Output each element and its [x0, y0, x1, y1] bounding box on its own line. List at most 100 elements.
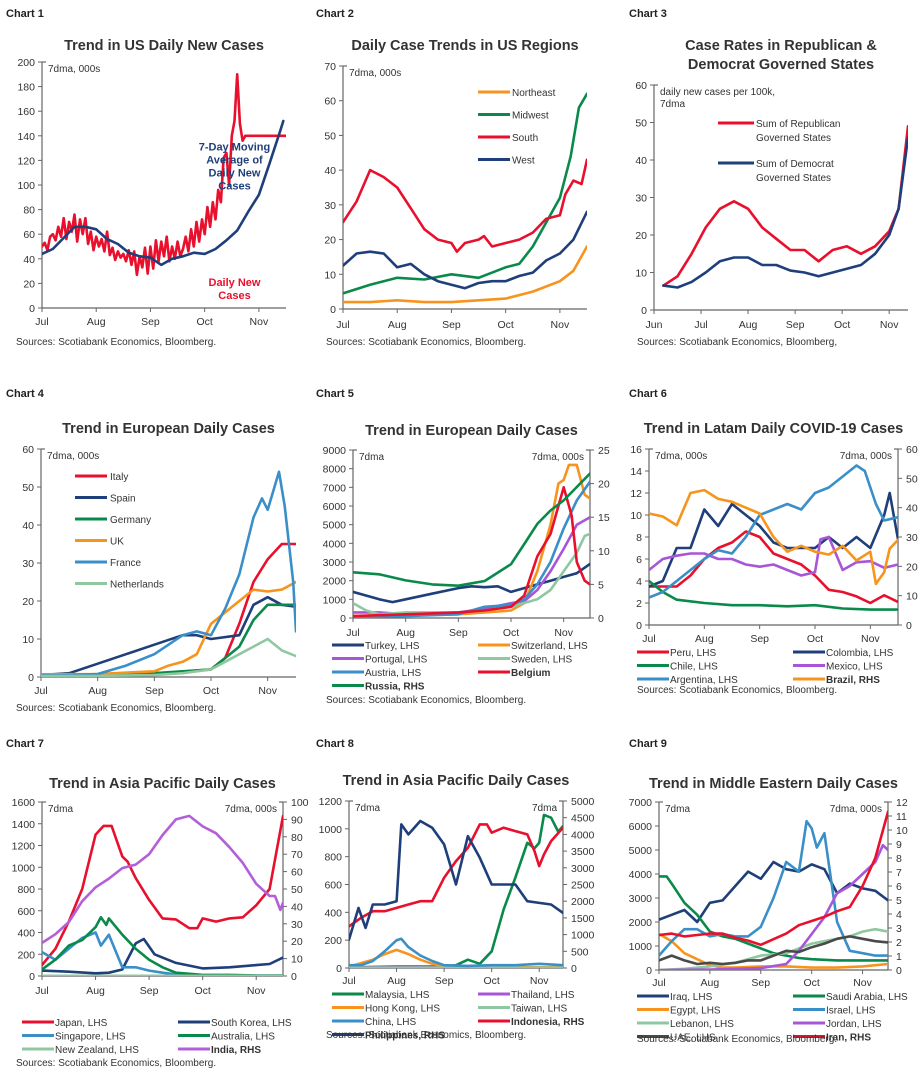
x-tick-label: Jul: [652, 977, 665, 989]
y-tick-label-left: 0: [641, 305, 647, 317]
x-tick-label: Jul: [694, 319, 707, 331]
y-tick-label-right: 15: [598, 512, 610, 524]
source-note: Sources: Scotiabank Economics, Bloomberg…: [326, 695, 526, 706]
series-line-saudi-arabia-lhs: [659, 875, 888, 962]
legend-label: Sum of Republican: [756, 119, 841, 130]
chart-panel-6: Chart 6 Trend in Latam Daily COVID-19 Cas…: [615, 380, 923, 720]
y-tick-label-right: 70: [291, 849, 303, 861]
y-tick-label-left: 1600: [12, 797, 36, 809]
x-tick-label: Jul: [35, 316, 48, 328]
chart-svg: Trend in European Daily Cases 0 10 20 30 40 50…: [16, 421, 296, 714]
y-tick-label-left: 6000: [323, 501, 347, 513]
chart-svg: Case Rates in Republican & Democrat Gover…: [635, 38, 908, 348]
legend-label: Midwest: [512, 111, 549, 122]
chart-label: Chart 3: [629, 8, 667, 20]
unit-label-left: 7dma: [48, 804, 73, 815]
y-tick-label-left: 30: [635, 193, 647, 205]
series-line-spain: [41, 595, 296, 677]
x-tick-label: Jun: [646, 319, 663, 331]
legend-label: Iraq, LHS: [670, 992, 713, 1003]
series-line-russia-rhs: [353, 472, 590, 587]
y-tick-label-left: 0: [636, 620, 642, 632]
y-tick-label-left: 0: [340, 613, 346, 625]
y-tick-label-left: 80: [23, 205, 35, 217]
y-tick-label-right: 20: [906, 561, 918, 573]
y-tick-label-left: 0: [29, 971, 35, 983]
series-annotation: Cases: [218, 181, 250, 193]
y-tick-label-left: 5000: [629, 845, 653, 857]
source-note: Sources: Scotiabank Economics, Bloomberg…: [326, 1030, 526, 1041]
y-tick-label-right: 0: [571, 963, 577, 975]
legend-label: Malaysia, LHS: [365, 990, 430, 1001]
unit-label-left: 7dma, 000s: [655, 451, 707, 462]
x-tick-label: Sep: [442, 319, 461, 331]
x-tick-label: Nov: [250, 316, 269, 328]
chart-title: Case Rates in Republican &: [685, 38, 877, 54]
legend-label: Governed States: [756, 133, 831, 144]
y-tick-label-left: 10: [22, 634, 34, 646]
y-tick-label-left: 20: [324, 235, 336, 247]
y-tick-label-left: 200: [324, 935, 342, 947]
y-tick-label-left: 0: [29, 303, 35, 315]
y-tick-label-left: 2000: [323, 576, 347, 588]
x-tick-label: Aug: [739, 319, 758, 331]
legend-label: New Zealand, LHS: [55, 1045, 139, 1056]
y-tick-label-right: 5000: [571, 796, 595, 808]
legend-label: Spain: [110, 494, 136, 505]
x-tick-label: Sep: [786, 319, 805, 331]
y-tick-label-right: 11: [896, 811, 907, 823]
y-tick-label-right: 0: [598, 613, 604, 625]
legend-label: Chile, LHS: [670, 662, 718, 673]
y-tick-label-right: 40: [906, 503, 918, 515]
chart-svg: Trend in Asia Pacific Daily Cases 0 200 400…: [319, 773, 595, 1042]
y-tick-label-left: 8000: [323, 464, 347, 476]
x-tick-label: Nov: [554, 627, 573, 639]
chart-svg: Daily Case Trends in US Regions 0 10 20 30 40…: [324, 38, 587, 348]
y-tick-label-right: 60: [906, 444, 918, 456]
chart-label: Chart 2: [316, 8, 354, 20]
source-note: Sources: Scotiabank Economics, Bloomberg…: [16, 703, 216, 714]
y-tick-label-left: 1000: [319, 824, 343, 836]
series-line-sum-of-democrat-governed-states: [662, 136, 908, 289]
series-line-indonesia-rhs: [349, 823, 563, 928]
y-tick-label-right: 3: [896, 923, 902, 935]
chart-panel-4: Chart 4 Trend in European Daily Cases 0 10 2…: [0, 380, 310, 720]
legend-label: Jordan, LHS: [826, 1019, 882, 1030]
series-line-singapore-lhs: [42, 931, 283, 976]
y-tick-label-right: 0: [291, 971, 297, 983]
series-line-austria-lhs: [353, 480, 590, 618]
x-tick-label: Jul: [342, 975, 355, 987]
chart-panel-8: Chart 8 Trend in Asia Pacific Daily Cases…: [310, 730, 620, 1076]
chart-title: Trend in European Daily Cases: [62, 421, 275, 437]
x-tick-label: Jul: [346, 627, 359, 639]
y-tick-label-right: 50: [291, 884, 303, 896]
y-tick-label-left: 1200: [319, 796, 343, 808]
series-line-sum-of-republican-governed-states: [662, 125, 908, 287]
y-tick-label-left: 10: [630, 510, 642, 522]
chart-svg: Trend in US Daily New Cases 0 20 40 60 80 100 1…: [16, 38, 286, 348]
series-annotation: Average of: [206, 155, 263, 167]
y-tick-label-left: 160: [17, 106, 35, 118]
y-tick-label-right: 25: [598, 445, 610, 457]
y-tick-label-left: 70: [324, 61, 336, 73]
y-tick-label-right: 4000: [571, 829, 595, 841]
series-line-mexico-lhs: [649, 535, 898, 577]
series-line-egypt-lhs: [659, 932, 888, 969]
y-tick-label-right: 5: [896, 895, 902, 907]
x-tick-label: Oct: [483, 975, 499, 987]
y-tick-label-right: 12: [896, 797, 908, 809]
y-tick-label-right: 40: [291, 901, 303, 913]
y-tick-label-right: 2000: [571, 896, 595, 908]
source-note: Sources: Scotiabank Economics, Bloomberg…: [16, 337, 216, 348]
series-annotation: Daily New: [209, 168, 261, 180]
unit-label-left: 7dma: [665, 804, 690, 815]
x-tick-label: Nov: [530, 975, 549, 987]
y-tick-label-left: 3000: [323, 557, 347, 569]
chart-panel-1: Chart 1 Trend in US Daily New Cases 0 20 40 6…: [0, 0, 310, 360]
y-tick-label-right: 20: [598, 479, 610, 491]
x-tick-label: Aug: [86, 985, 105, 997]
y-tick-label-left: 10: [324, 269, 336, 281]
y-tick-label-left: 10: [635, 268, 647, 280]
y-tick-label-right: 0: [906, 620, 912, 632]
chart-title: Trend in Asia Pacific Daily Cases: [343, 773, 570, 789]
